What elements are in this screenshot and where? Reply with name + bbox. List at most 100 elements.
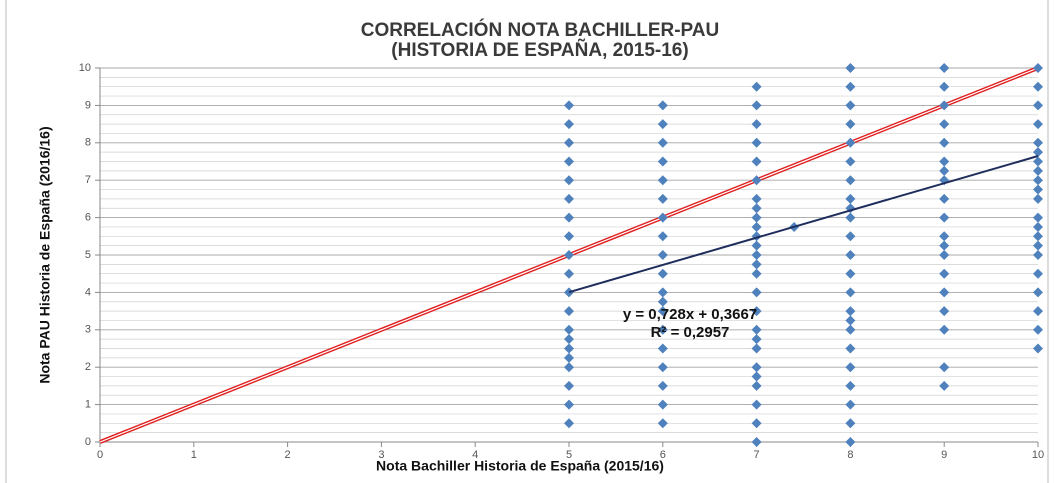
point	[1033, 343, 1043, 354]
point	[564, 352, 574, 363]
x-tick-label: 5	[566, 449, 572, 461]
point	[845, 315, 856, 326]
point	[564, 175, 574, 186]
point	[751, 343, 762, 354]
point	[751, 380, 762, 391]
point	[657, 418, 668, 429]
point	[751, 437, 762, 447]
point	[939, 81, 950, 92]
point	[939, 240, 950, 251]
point	[657, 250, 668, 260]
point	[845, 287, 856, 298]
y-tick-label: 3	[85, 324, 91, 336]
point	[1033, 175, 1043, 186]
point	[657, 306, 668, 317]
y-tick-label: 6	[85, 212, 91, 224]
point	[657, 287, 668, 298]
point	[751, 324, 762, 335]
chart-title: (HISTORIA DE ESPAÑA, 2015-16)	[391, 39, 688, 61]
point	[564, 137, 574, 148]
chart-title: CORRELACIÓN NOTA BACHILLER-PAU	[361, 19, 720, 41]
point	[1033, 184, 1043, 195]
point	[657, 399, 668, 410]
point	[564, 334, 574, 345]
point	[845, 399, 856, 410]
point	[751, 268, 762, 279]
x-tick-label: 6	[660, 449, 666, 461]
point	[657, 380, 668, 391]
point	[564, 268, 574, 279]
point	[939, 380, 950, 391]
point	[751, 250, 762, 260]
point	[1033, 147, 1043, 158]
point	[845, 437, 856, 447]
point	[845, 250, 856, 260]
point	[1033, 63, 1043, 73]
point	[657, 119, 668, 130]
point	[1033, 306, 1043, 317]
point	[564, 380, 574, 391]
point	[845, 380, 856, 391]
point	[751, 306, 762, 317]
x-tick-label: 7	[754, 449, 760, 461]
point	[845, 418, 856, 429]
point	[564, 119, 574, 130]
point	[751, 119, 762, 130]
point	[751, 193, 762, 204]
point	[939, 156, 950, 167]
point	[845, 100, 856, 111]
point	[751, 137, 762, 148]
point	[751, 156, 762, 167]
point	[657, 324, 668, 335]
point	[564, 100, 574, 111]
point	[751, 334, 762, 345]
point	[939, 165, 950, 176]
point	[939, 362, 950, 373]
point	[751, 81, 762, 92]
annotation: R² = 0,2957	[651, 324, 730, 341]
point	[751, 240, 762, 251]
y-tick-label: 9	[85, 99, 91, 111]
point	[657, 296, 668, 307]
point	[751, 212, 762, 223]
point	[564, 324, 574, 335]
point	[564, 250, 574, 260]
annotation: y = 0,728x + 0,3667	[623, 306, 757, 323]
point	[939, 63, 950, 73]
point	[657, 231, 668, 242]
point	[845, 212, 856, 223]
point	[845, 175, 856, 186]
point	[939, 268, 950, 279]
point	[751, 259, 762, 270]
point	[939, 100, 950, 111]
point	[657, 212, 668, 223]
point	[939, 250, 950, 260]
point	[564, 362, 574, 373]
y-tick-label: 10	[79, 62, 91, 74]
point	[1033, 119, 1043, 130]
point	[1033, 287, 1043, 298]
point	[939, 324, 950, 335]
point	[564, 306, 574, 317]
y-tick-label: 5	[85, 249, 91, 261]
point	[1033, 240, 1043, 251]
point	[751, 100, 762, 111]
point	[1033, 193, 1043, 204]
point	[1033, 81, 1043, 92]
point	[751, 203, 762, 214]
x-tick-label: 4	[472, 449, 478, 461]
point	[564, 287, 574, 298]
point	[657, 175, 668, 186]
plot-layer: 0 1 2 3 4 5 6 7 8 9 10 0 1 2 3 4 5 6 7 8 9 10	[79, 62, 1044, 461]
y-tick-label: 8	[85, 137, 91, 149]
point	[751, 418, 762, 429]
point	[1033, 212, 1043, 223]
point	[939, 193, 950, 204]
point	[657, 156, 668, 167]
point	[939, 287, 950, 298]
point	[751, 399, 762, 410]
point	[564, 343, 574, 354]
point	[657, 362, 668, 373]
point	[1033, 324, 1043, 335]
